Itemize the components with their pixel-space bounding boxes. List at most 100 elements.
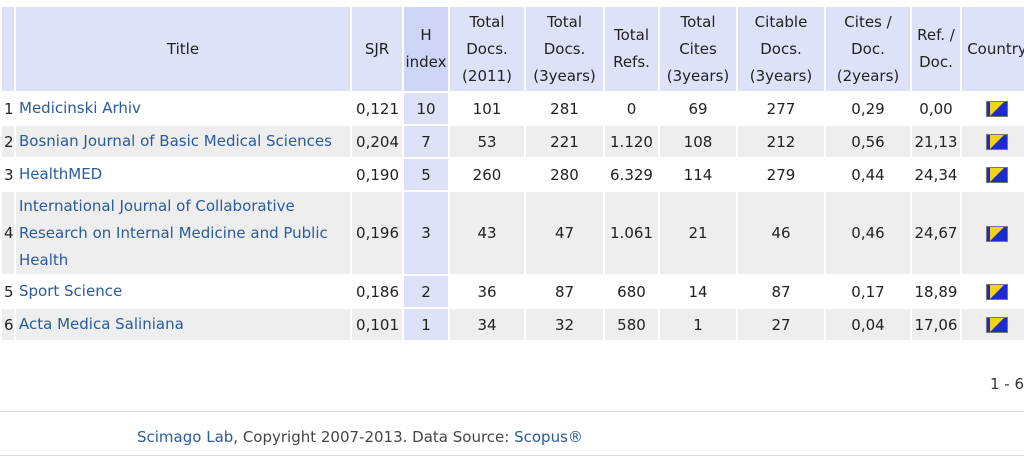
scopus-link[interactable]: Scopus® bbox=[514, 428, 583, 446]
total-cites-3years-cell: 14 bbox=[660, 276, 736, 307]
country-cell bbox=[962, 276, 1024, 307]
journal-title-cell: International Journal of Collaborative R… bbox=[16, 192, 350, 274]
divider bbox=[0, 455, 1024, 456]
total-docs-3years-cell: 87 bbox=[526, 276, 603, 307]
total-refs-cell: 1.061 bbox=[605, 192, 658, 274]
row-rank: 5 bbox=[2, 276, 14, 307]
sjr-cell: 0,186 bbox=[352, 276, 402, 307]
row-rank: 4 bbox=[2, 192, 14, 274]
total-docs-3years-cell: 32 bbox=[526, 309, 603, 340]
citable-docs-3years-cell: 277 bbox=[738, 93, 824, 124]
row-rank: 2 bbox=[2, 126, 14, 157]
table-row: 6 Acta Medica Saliniana 0,101 1 34 32 58… bbox=[2, 309, 1024, 340]
bosnia-flag-icon[interactable] bbox=[986, 167, 1008, 183]
total-docs-2011-cell: 36 bbox=[450, 276, 524, 307]
bosnia-flag-icon[interactable] bbox=[986, 317, 1008, 333]
header-sjr[interactable]: SJR bbox=[352, 7, 402, 91]
row-rank: 1 bbox=[2, 93, 14, 124]
row-rank: 3 bbox=[2, 159, 14, 190]
sjr-cell: 0,190 bbox=[352, 159, 402, 190]
total-docs-2011-cell: 101 bbox=[450, 93, 524, 124]
journal-title-link[interactable]: Sport Science bbox=[19, 282, 123, 300]
table-row: 3 HealthMED 0,190 5 260 280 6.329 114 27… bbox=[2, 159, 1024, 190]
bosnia-flag-icon[interactable] bbox=[986, 101, 1008, 117]
header-ref-per-doc[interactable]: Ref. / Doc. bbox=[912, 7, 960, 91]
total-refs-cell: 0 bbox=[605, 93, 658, 124]
bosnia-flag-icon[interactable] bbox=[986, 225, 1008, 242]
pagination-range: 1 - 6 bbox=[990, 375, 1024, 393]
citable-docs-3years-cell: 87 bbox=[738, 276, 824, 307]
h-index-cell: 7 bbox=[404, 126, 448, 157]
table-row: 2 Bosnian Journal of Basic Medical Scien… bbox=[2, 126, 1024, 157]
country-cell bbox=[962, 93, 1024, 124]
cites-per-doc-cell: 0,56 bbox=[826, 126, 910, 157]
country-cell bbox=[962, 126, 1024, 157]
header-cites-per-doc-2years[interactable]: Cites / Doc. (2years) bbox=[826, 7, 910, 91]
header-h-index[interactable]: H index bbox=[404, 7, 448, 91]
h-index-cell: 2 bbox=[404, 276, 448, 307]
journal-ranking-table: Title SJR H index Total Docs. (2011) Tot… bbox=[0, 5, 1024, 342]
journal-title-link[interactable]: Acta Medica Saliniana bbox=[19, 315, 184, 333]
copyright-text: , Copyright 2007-2013. Data Source: bbox=[233, 428, 515, 446]
country-cell bbox=[962, 192, 1024, 274]
h-index-cell: 3 bbox=[404, 192, 448, 274]
header-rank bbox=[2, 7, 14, 91]
header-citable-docs-3years[interactable]: Citable Docs. (3years) bbox=[738, 7, 824, 91]
citable-docs-3years-cell: 212 bbox=[738, 126, 824, 157]
ref-per-doc-cell: 17,06 bbox=[912, 309, 960, 340]
total-docs-2011-cell: 53 bbox=[450, 126, 524, 157]
bosnia-flag-icon[interactable] bbox=[986, 134, 1008, 150]
header-total-cites-3years[interactable]: Total Cites (3years) bbox=[660, 7, 736, 91]
table-row: 5 Sport Science 0,186 2 36 87 680 14 87 … bbox=[2, 276, 1024, 307]
total-docs-3years-cell: 281 bbox=[526, 93, 603, 124]
ref-per-doc-cell: 18,89 bbox=[912, 276, 960, 307]
total-cites-3years-cell: 114 bbox=[660, 159, 736, 190]
sjr-cell: 0,101 bbox=[352, 309, 402, 340]
cites-per-doc-cell: 0,04 bbox=[826, 309, 910, 340]
scimago-lab-link[interactable]: Scimago Lab bbox=[137, 428, 234, 446]
table-row: 1 Medicinski Arhiv 0,121 10 101 281 0 69… bbox=[2, 93, 1024, 124]
total-docs-2011-cell: 260 bbox=[450, 159, 524, 190]
citable-docs-3years-cell: 27 bbox=[738, 309, 824, 340]
ref-per-doc-cell: 24,34 bbox=[912, 159, 960, 190]
row-rank: 6 bbox=[2, 309, 14, 340]
journal-title-link[interactable]: Medicinski Arhiv bbox=[19, 99, 141, 117]
total-docs-3years-cell: 280 bbox=[526, 159, 603, 190]
table-header-row: Title SJR H index Total Docs. (2011) Tot… bbox=[2, 7, 1024, 91]
header-title[interactable]: Title bbox=[16, 7, 350, 91]
h-index-cell: 10 bbox=[404, 93, 448, 124]
total-refs-cell: 6.329 bbox=[605, 159, 658, 190]
header-total-docs-3years[interactable]: Total Docs. (3years) bbox=[526, 7, 603, 91]
country-cell bbox=[962, 159, 1024, 190]
total-docs-2011-cell: 43 bbox=[450, 192, 524, 274]
journal-title-link[interactable]: Bosnian Journal of Basic Medical Science… bbox=[19, 132, 332, 150]
ref-per-doc-cell: 21,13 bbox=[912, 126, 960, 157]
total-cites-3years-cell: 1 bbox=[660, 309, 736, 340]
citable-docs-3years-cell: 46 bbox=[738, 192, 824, 274]
cites-per-doc-cell: 0,44 bbox=[826, 159, 910, 190]
country-cell bbox=[962, 309, 1024, 340]
total-refs-cell: 680 bbox=[605, 276, 658, 307]
cites-per-doc-cell: 0,17 bbox=[826, 276, 910, 307]
cites-per-doc-cell: 0,46 bbox=[826, 192, 910, 274]
sjr-cell: 0,204 bbox=[352, 126, 402, 157]
sjr-cell: 0,196 bbox=[352, 192, 402, 274]
footer: Scimago Lab, Copyright 2007-2013. Data S… bbox=[137, 428, 583, 446]
total-refs-cell: 580 bbox=[605, 309, 658, 340]
journal-title-link[interactable]: International Journal of Collaborative R… bbox=[19, 196, 328, 269]
bosnia-flag-icon[interactable] bbox=[986, 284, 1008, 300]
journal-title-cell: HealthMED bbox=[16, 159, 350, 190]
journal-title-link[interactable]: HealthMED bbox=[19, 165, 103, 183]
ref-per-doc-cell: 0,00 bbox=[912, 93, 960, 124]
journal-ranking-table-container: Title SJR H index Total Docs. (2011) Tot… bbox=[0, 5, 1024, 342]
table-row: 4 International Journal of Collaborative… bbox=[2, 192, 1024, 274]
journal-title-cell: Sport Science bbox=[16, 276, 350, 307]
header-total-docs-2011[interactable]: Total Docs. (2011) bbox=[450, 7, 524, 91]
total-docs-3years-cell: 47 bbox=[526, 192, 603, 274]
header-total-refs[interactable]: Total Refs. bbox=[605, 7, 658, 91]
total-cites-3years-cell: 69 bbox=[660, 93, 736, 124]
header-country[interactable]: Country bbox=[962, 7, 1024, 91]
h-index-cell: 5 bbox=[404, 159, 448, 190]
total-docs-2011-cell: 34 bbox=[450, 309, 524, 340]
ref-per-doc-cell: 24,67 bbox=[912, 192, 960, 274]
